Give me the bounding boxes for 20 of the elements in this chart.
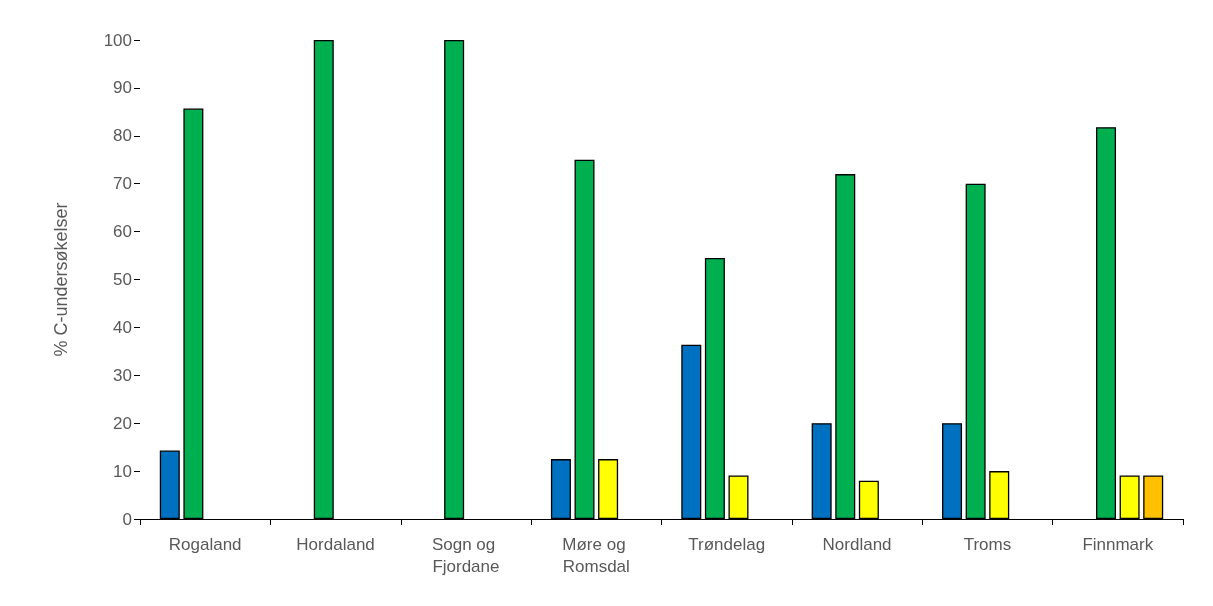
y-tick-label: 10 — [113, 461, 132, 481]
y-axis-title: % C-undersøkelser — [51, 202, 71, 357]
x-tick-label: Trøndelag — [688, 534, 766, 554]
y-tick-label: 40 — [113, 317, 132, 337]
y-tick-label: 20 — [113, 413, 132, 433]
y-tick-label: 0 — [122, 509, 132, 529]
y-tick-label: 60 — [113, 222, 132, 242]
x-tick-label: Sogn og Fjordane — [431, 534, 500, 576]
x-tick-label: Møre og Romsdal — [562, 534, 631, 576]
y-tick-label: 100 — [103, 30, 132, 50]
y-tick-label: 80 — [113, 126, 132, 146]
x-tick-label: Nordland — [822, 534, 892, 554]
x-tick-label: Hordaland — [296, 534, 375, 554]
x-tick-label: Troms — [963, 534, 1012, 554]
y-tick-label: 90 — [113, 78, 132, 98]
x-tick-label: Rogaland — [168, 534, 242, 554]
x-tick-label: Finnmark — [1082, 534, 1154, 554]
y-tick-label: 30 — [113, 365, 132, 385]
y-tick-label: 70 — [113, 174, 132, 194]
y-tick-label: 50 — [113, 270, 132, 289]
